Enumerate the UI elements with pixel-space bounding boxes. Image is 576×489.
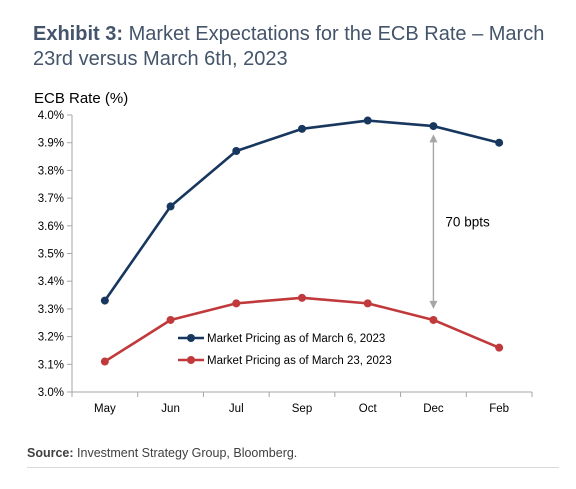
exhibit-label: Exhibit 3: [33,23,124,45]
x-tick-label: Jun [161,403,180,415]
annotation-arrow-head-bottom [429,300,438,309]
y-tick-label: 4.0% [38,110,64,122]
data-point [298,293,306,302]
legend-entry: Market Pricing as of March 23, 2023 [207,355,392,367]
x-tick-label: Dec [423,403,444,415]
annotation-arrow-head-top [429,134,438,143]
data-point [232,147,241,156]
legend-entry: Market Pricing as of March 6, 2023 [207,333,385,345]
data-point [100,296,109,305]
source-note: Source: Investment Strategy Group, Bloom… [27,446,297,460]
annotation-label: 70 bpts [445,215,490,230]
data-point [363,116,372,125]
y-tick-label: 3.2% [38,332,64,344]
y-tick-label: 3.1% [38,359,64,371]
y-tick-label: 3.4% [38,276,64,288]
y-tick-label: 3.6% [38,221,64,233]
source-label: Source: [27,446,74,460]
y-tick-label: 3.9% [38,138,64,150]
data-point [166,315,175,324]
y-tick-label: 3.7% [38,193,64,205]
data-point [100,357,109,366]
data-point [363,299,372,308]
data-point [298,124,306,133]
x-tick-label: Sep [292,403,312,415]
x-tick-label: May [94,403,116,415]
data-point [166,202,175,211]
data-point [429,122,438,131]
x-tick-label: Jul [229,403,244,415]
legend-swatch-marker [187,356,195,364]
data-point [495,343,504,352]
series-line-2 [104,296,500,363]
x-tick-label: Oct [359,403,378,415]
title-text: Market Expectations for the ECB Rate – M… [33,23,545,70]
data-point [232,299,241,308]
chart-title: Exhibit 3: Market Expectations for the E… [33,22,563,72]
x-tick-label: Feb [489,403,509,415]
y-tick-label: 3.3% [38,304,64,316]
series-line-1 [103,119,500,302]
source-text: Investment Strategy Group, Bloomberg. [77,446,298,460]
bottom-divider [27,467,559,468]
y-tick-label: 3.5% [38,249,64,261]
y-axis-label: ECB Rate (%) [34,90,129,107]
y-tick-label: 3.0% [38,387,64,399]
data-point [429,315,438,324]
legend-swatch-marker [187,334,195,342]
data-point [495,138,504,147]
y-tick-label: 3.8% [38,165,64,177]
